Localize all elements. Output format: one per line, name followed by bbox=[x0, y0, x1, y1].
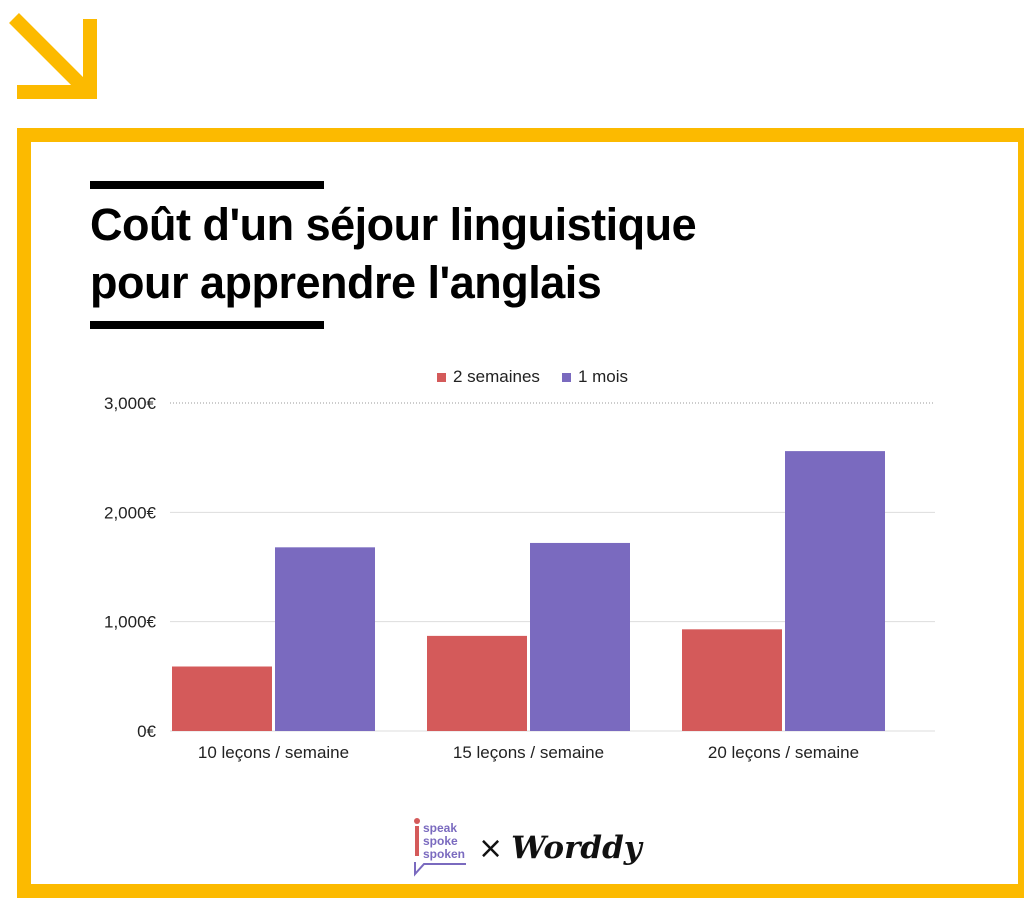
legend-label-series-1: 2 semaines bbox=[453, 367, 540, 386]
svg-text:spoke: spoke bbox=[423, 834, 458, 848]
legend-swatch-series-2 bbox=[561, 372, 571, 382]
bar-1-2 bbox=[427, 635, 527, 731]
y-tick-label-1: 1,000€ bbox=[104, 613, 157, 632]
chart-title: Coût d'un séjour linguistique pour appre… bbox=[90, 196, 850, 312]
brand-footer: speak spoke spoken × Worddy bbox=[412, 818, 642, 878]
worddy-logo-text: Worddy bbox=[511, 830, 642, 866]
legend-item-series-2: 1 mois bbox=[561, 367, 629, 387]
bar-2-2 bbox=[530, 542, 630, 731]
bar-1-1 bbox=[172, 666, 272, 731]
y-tick-label-2: 2,000€ bbox=[104, 503, 157, 522]
bar-2-3 bbox=[785, 451, 885, 731]
svg-text:speak: speak bbox=[423, 821, 457, 835]
chart-title-line-2: pour apprendre l'anglais bbox=[90, 257, 602, 308]
card-frame bbox=[17, 128, 1024, 898]
title-bar-bottom bbox=[90, 321, 324, 329]
legend-item-series-1: 2 semaines bbox=[437, 367, 540, 387]
y-tick-label-0: 0€ bbox=[137, 722, 156, 741]
legend-label-series-2: 1 mois bbox=[577, 367, 629, 386]
title-bar-top bbox=[90, 181, 324, 189]
x-tick-label-2: 15 leçons / semaine bbox=[453, 743, 604, 762]
corner-arrow-icon bbox=[9, 13, 97, 99]
chart-legend: 2 semaines 1 mois bbox=[437, 367, 628, 387]
speak-spoke-spoken-logo: speak spoke spoken bbox=[414, 818, 466, 877]
svg-text:spoken: spoken bbox=[423, 847, 465, 861]
chart-title-line-1: Coût d'un séjour linguistique bbox=[90, 199, 697, 250]
bar-2-1 bbox=[275, 547, 375, 731]
y-tick-label-3: 3,000€ bbox=[104, 394, 157, 413]
bar-1-3 bbox=[682, 629, 782, 731]
x-tick-label-3: 20 leçons / semaine bbox=[708, 743, 859, 762]
brand-separator: × bbox=[478, 830, 504, 866]
legend-swatch-series-1 bbox=[437, 372, 446, 382]
x-tick-label-1: 10 leçons / semaine bbox=[198, 743, 349, 762]
